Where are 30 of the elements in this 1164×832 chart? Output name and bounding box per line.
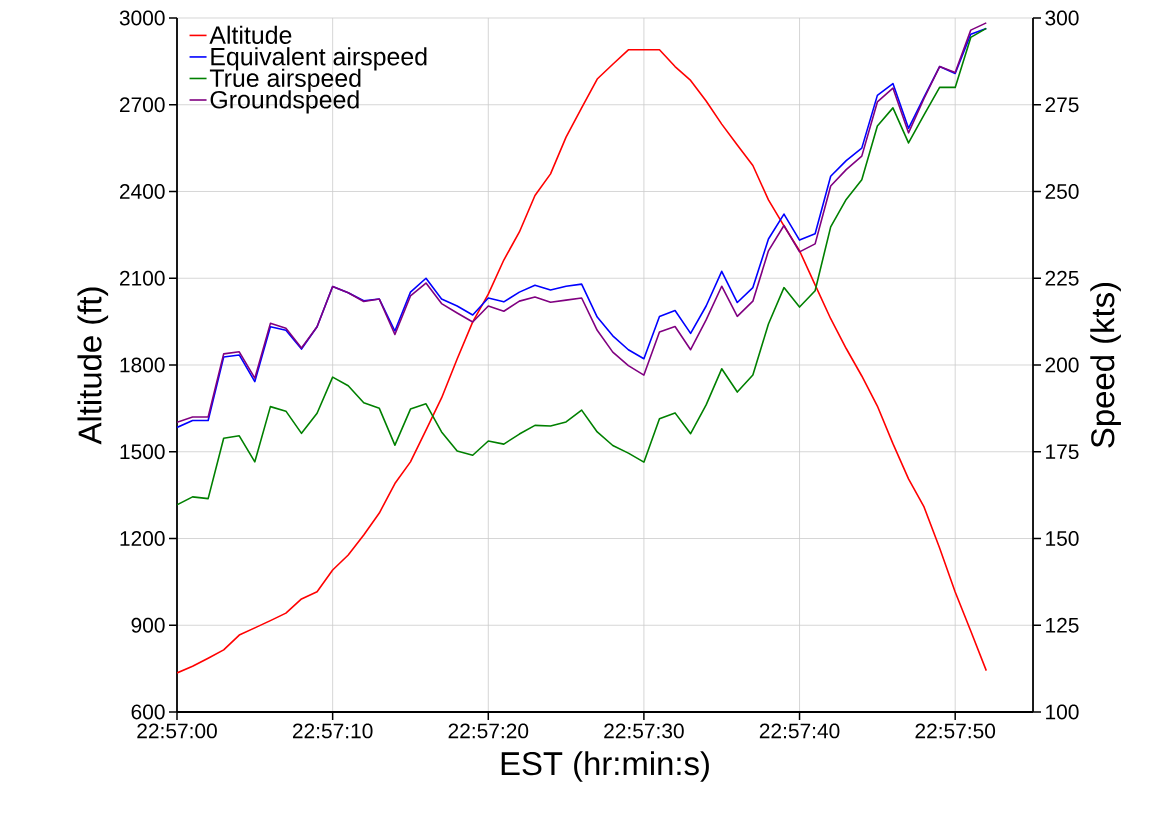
y2-tick-label: 225 — [1045, 270, 1079, 286]
y2-tick-label: 300 — [1045, 10, 1079, 26]
y-axis-title: Altitude (ft) — [77, 287, 109, 445]
legend-label: Altitude — [209, 25, 292, 44]
y2-tick-label: 150 — [1046, 531, 1079, 546]
y2-tick-label: 200 — [1045, 357, 1079, 373]
legend-label: Groundspeed — [210, 90, 359, 114]
y2-axis-title: Speed (kts) — [1090, 283, 1121, 448]
x-tick-label: 22:57:20 — [448, 723, 529, 739]
y2-tick-label: 175 — [1046, 444, 1079, 460]
x-tick-label: 22:57:10 — [292, 723, 373, 739]
x-axis-title: EST (hr:min:s) — [501, 751, 709, 782]
y-tick-label: 3000 — [119, 10, 165, 26]
y2-tick-label: 275 — [1045, 97, 1079, 113]
x-tick-label: 22:57:50 — [915, 723, 996, 739]
x-tick-label: 22:57:30 — [604, 723, 684, 739]
y-tick-label: 2100 — [119, 270, 165, 286]
y-tick-label: 1200 — [120, 531, 165, 546]
y-tick-label: 1800 — [120, 357, 165, 373]
line-series — [177, 27, 988, 506]
y-tick-label: 900 — [131, 617, 165, 633]
y-tick-label: 2400 — [119, 184, 165, 199]
y-tick-label: 1500 — [120, 444, 165, 460]
y-tick-label: 2700 — [119, 97, 165, 113]
y2-tick-label: 250 — [1045, 184, 1079, 199]
y-tick-label: 600 — [131, 704, 165, 720]
y2-tick-label: 125 — [1046, 617, 1079, 633]
x-tick-label: 22:57:40 — [759, 723, 840, 739]
x-tick-label: 22:57:00 — [137, 723, 217, 739]
y2-tick-label: 100 — [1046, 704, 1079, 720]
